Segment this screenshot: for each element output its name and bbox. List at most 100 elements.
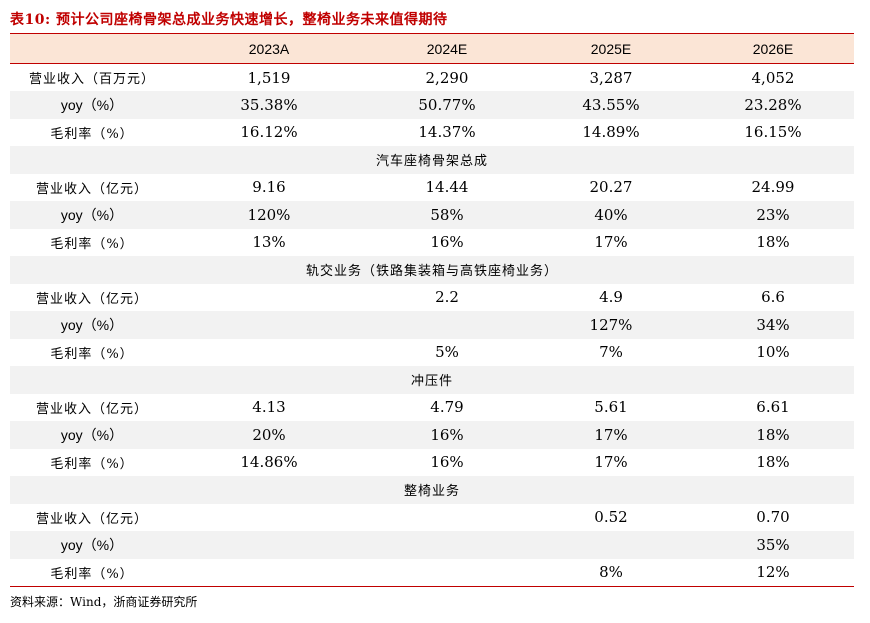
value-cell: 24.99 — [751, 178, 795, 197]
section-row: 整椅业务 — [10, 476, 854, 504]
table-title: 表10: 预计公司座椅骨架总成业务快速增长，整椅业务未来值得期待 — [10, 12, 448, 28]
value-cell — [174, 339, 364, 367]
header-cell-2026e: 2026E — [692, 33, 854, 64]
value-cell: 127% — [589, 315, 633, 334]
value-cell: 3,287 — [589, 68, 633, 87]
table-body: 营业收入（百万元） 1,519 2,290 3,287 4,052 yoy（%） 35.38… — [10, 64, 854, 587]
row-label: 毛利率（%） — [50, 346, 134, 362]
row-label: 毛利率（%） — [10, 558, 174, 587]
value-cell: 14.44 — [425, 178, 469, 197]
table-row: yoy（%） 20% 16% 17% 18% — [10, 421, 854, 449]
value-cell: 0.52 — [594, 508, 628, 527]
value-cell: 13% — [252, 233, 286, 252]
row-label: yoy（%） — [60, 316, 124, 333]
value-cell: 4.79 — [430, 398, 464, 417]
value-cell: 5.61 — [594, 398, 628, 417]
value-cell: 5% — [435, 343, 459, 362]
value-cell — [174, 284, 364, 312]
table-row: 营业收入（百万元） 1,519 2,290 3,287 4,052 — [10, 64, 854, 92]
row-label: 毛利率（%） — [50, 456, 134, 472]
value-cell: 0.70 — [756, 508, 790, 527]
table-row: 毛利率（%） 5% 7% 10% — [10, 339, 854, 367]
value-cell: 17% — [594, 425, 628, 444]
value-cell: 1,519 — [247, 68, 291, 87]
value-cell: 2.2 — [435, 288, 459, 307]
value-cell — [174, 504, 364, 532]
value-cell — [174, 558, 364, 587]
source-note: 资料来源：Wind，浙商证券研究所 — [10, 595, 198, 609]
row-label: yoy（%） — [60, 426, 124, 443]
header-cell-2025e: 2025E — [530, 33, 692, 64]
value-cell: 4,052 — [751, 68, 795, 87]
header-cell-2023a: 2023A — [174, 33, 364, 64]
value-cell: 6.61 — [756, 398, 790, 417]
value-cell: 14.37% — [418, 123, 476, 142]
row-label: 营业收入（亿元） — [35, 511, 148, 527]
forecast-table: 2023A 2024E 2025E 2026E 营业收入（百万元） 1,519 2,… — [10, 33, 854, 587]
row-label: yoy（%） — [60, 206, 124, 223]
value-cell: 35% — [756, 535, 790, 554]
table-row: 营业收入（亿元） 9.16 14.44 20.27 24.99 — [10, 174, 854, 202]
header-cell-2024e: 2024E — [364, 33, 530, 64]
row-label: 营业收入（亿元） — [35, 181, 148, 197]
value-cell: 6.6 — [761, 288, 785, 307]
value-cell: 8% — [530, 558, 692, 587]
value-cell — [174, 311, 364, 339]
value-cell: 43.55% — [582, 95, 640, 114]
row-label: 营业收入（百万元） — [28, 72, 155, 87]
value-cell: 34% — [756, 315, 790, 334]
table-row: 营业收入（亿元） 2.2 4.9 6.6 — [10, 284, 854, 312]
value-cell: 17% — [594, 233, 628, 252]
table-row: 毛利率（%） 8% 12% — [10, 558, 854, 587]
value-cell — [364, 558, 530, 587]
value-cell: 7% — [599, 343, 623, 362]
value-cell: 10% — [756, 343, 790, 362]
value-cell: 14.86% — [240, 453, 298, 472]
value-cell: 9.16 — [252, 178, 286, 197]
value-cell: 20.27 — [589, 178, 633, 197]
section-row: 轨交业务（铁路集装箱与高铁座椅业务） — [10, 256, 854, 284]
table-row: yoy（%） 127% 34% — [10, 311, 854, 339]
value-cell: 2,290 — [425, 68, 469, 87]
row-label: yoy（%） — [60, 536, 124, 553]
table-row: 毛利率（%） 14.86% 16% 17% 18% — [10, 449, 854, 477]
value-cell: 35.38% — [240, 95, 298, 114]
section-row: 汽车座椅骨架总成 — [10, 146, 854, 174]
value-cell — [364, 531, 530, 559]
row-label: 毛利率（%） — [50, 236, 134, 252]
value-cell: 16% — [430, 453, 464, 472]
value-cell: 23% — [756, 205, 790, 224]
value-cell — [364, 311, 530, 339]
value-cell: 58% — [430, 205, 464, 224]
section-label: 冲压件 — [410, 374, 453, 390]
value-cell: 16% — [430, 233, 464, 252]
header-cell-blank — [10, 33, 174, 64]
table-row: yoy（%） 35% — [10, 531, 854, 559]
value-cell: 14.89% — [582, 123, 640, 142]
value-cell: 40% — [594, 205, 628, 224]
value-cell: 120% — [247, 205, 291, 224]
value-cell: 17% — [594, 453, 628, 472]
value-cell: 18% — [756, 453, 790, 472]
section-label: 汽车座椅骨架总成 — [375, 154, 488, 170]
table-row: 营业收入（亿元） 0.52 0.70 — [10, 504, 854, 532]
row-label: yoy（%） — [60, 96, 124, 113]
value-cell — [530, 531, 692, 559]
value-cell: 18% — [756, 233, 790, 252]
value-cell: 4.9 — [599, 288, 623, 307]
forecast-table-container: 2023A 2024E 2025E 2026E 营业收入（百万元） 1,519 2,… — [10, 33, 854, 587]
value-cell — [174, 531, 364, 559]
value-cell: 16% — [430, 425, 464, 444]
table-row: yoy（%） 120% 58% 40% 23% — [10, 201, 854, 229]
row-label: 毛利率（%） — [50, 126, 134, 142]
value-cell: 12% — [692, 558, 854, 587]
value-cell: 23.28% — [744, 95, 802, 114]
table-row: 毛利率（%） 16.12% 14.37% 14.89% 16.15% — [10, 119, 854, 147]
value-cell — [364, 504, 530, 532]
table-row: 毛利率（%） 13% 16% 17% 18% — [10, 229, 854, 257]
section-label: 轨交业务（铁路集装箱与高铁座椅业务） — [305, 264, 558, 280]
row-label: 营业收入（亿元） — [35, 291, 148, 307]
value-cell: 16.12% — [240, 123, 298, 142]
value-cell: 16.15% — [744, 123, 802, 142]
section-row: 冲压件 — [10, 366, 854, 394]
